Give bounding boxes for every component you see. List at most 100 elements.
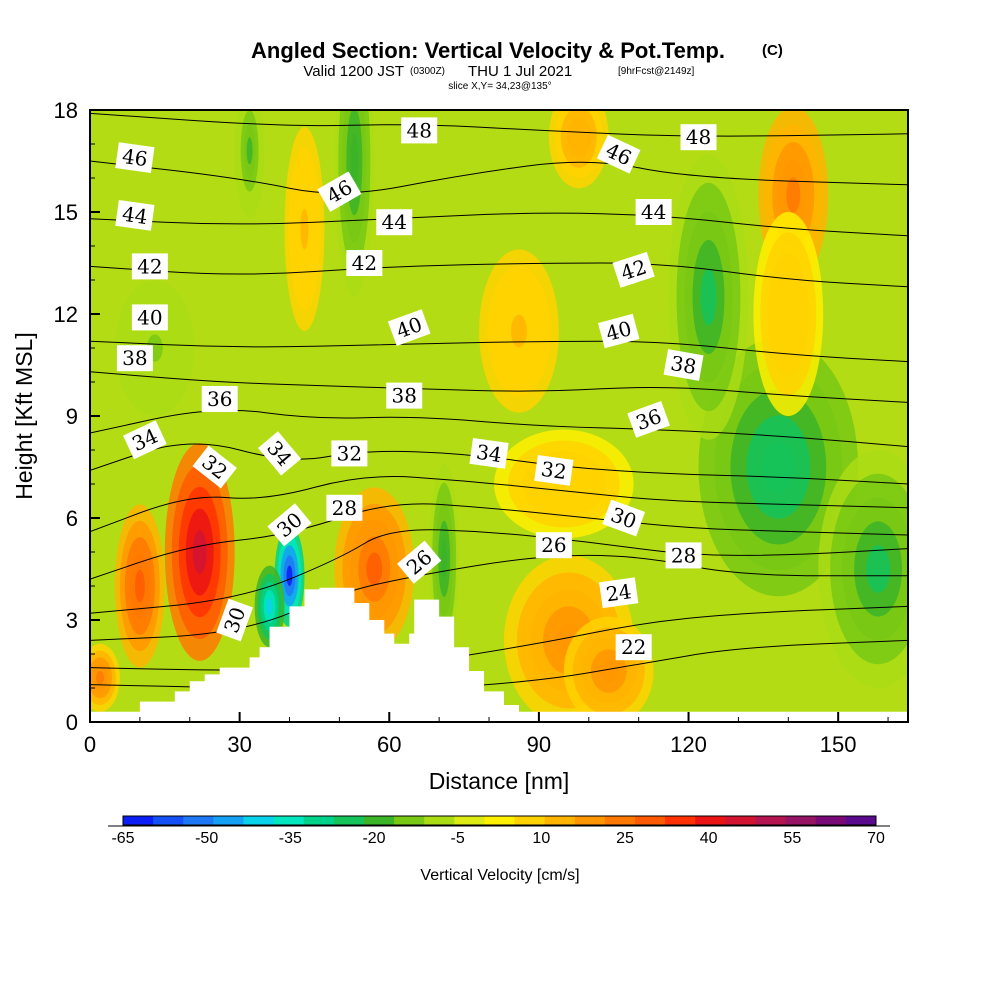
velocity-blob-1 — [114, 504, 165, 668]
velocity-cell — [286, 565, 293, 586]
theta-contour-46 — [90, 160, 908, 194]
colorbar-swatch — [394, 816, 425, 825]
velocity-blob-7 — [563, 616, 654, 722]
theta-label: 38 — [663, 349, 704, 381]
colorbar-swatch — [665, 816, 696, 825]
colorbar-swatch — [815, 816, 847, 825]
theta-label: 22 — [615, 634, 652, 661]
x-tick-label: 120 — [670, 732, 707, 757]
y-tick-label: 9 — [66, 404, 78, 429]
colorbar-swatch — [333, 816, 365, 825]
colorbar-tick-label: -50 — [195, 830, 218, 847]
velocity-cell — [95, 671, 104, 685]
colorbar-swatch — [273, 816, 305, 825]
theta-label: 38 — [116, 345, 153, 372]
colorbar-swatch — [484, 816, 516, 825]
x-axis-ticks: 0 30 60 90 120 150 — [84, 712, 889, 757]
colorbar-swatch — [213, 816, 244, 825]
x-tick-label: 60 — [377, 732, 401, 757]
x-tick-label: 0 — [84, 732, 96, 757]
theta-label: 28 — [326, 494, 363, 521]
velocity-cell — [366, 552, 383, 586]
colorbar-swatch — [785, 816, 817, 825]
theta-contour-30 — [90, 503, 908, 580]
theta-label-box — [534, 455, 574, 486]
velocity-cell — [441, 539, 448, 578]
velocity-cell — [266, 598, 273, 615]
theta-label-text: 26 — [541, 533, 566, 557]
theta-label-text: 28 — [332, 496, 357, 520]
velocity-cell — [134, 569, 145, 603]
theta-label-box — [596, 134, 641, 174]
theta-contour-28 — [90, 529, 908, 614]
colorbar-swatch — [424, 816, 455, 825]
theta-label-text: 32 — [337, 441, 362, 465]
theta-label-text: 40 — [137, 305, 162, 329]
velocity-cell — [246, 137, 253, 165]
theta-label: 44 — [376, 209, 413, 236]
colorbar-swatch — [755, 816, 787, 825]
theta-label-box — [635, 199, 672, 225]
colorbar-tick-label: 25 — [616, 830, 634, 847]
theta-contour-40 — [90, 340, 908, 363]
y-tick-label: 12 — [54, 302, 78, 327]
velocity-blob-15 — [284, 127, 325, 331]
theta-label-text: 42 — [352, 251, 377, 275]
theta-contours — [90, 112, 908, 691]
colorbar-tick-label: -20 — [362, 830, 385, 847]
colorbar-swatch — [303, 816, 335, 825]
theta-contour-44 — [90, 212, 908, 237]
theta-contour-42 — [90, 262, 908, 288]
theta-label: 24 — [599, 577, 639, 609]
theta-label: 44 — [635, 199, 672, 225]
colorbar-tick-label: 55 — [783, 830, 801, 847]
theta-label: 44 — [115, 200, 155, 231]
theta-contour-36 — [90, 409, 908, 448]
theta-label-box — [346, 250, 383, 276]
theta-label: 46 — [115, 142, 155, 173]
velocity-blob-20 — [90, 643, 120, 712]
theta-label-text: 38 — [122, 346, 147, 370]
colorbar-swatch — [123, 816, 154, 825]
velocity-blob-0 — [164, 443, 235, 661]
theta-label-box — [387, 309, 431, 346]
theta-label-box — [397, 540, 442, 584]
theta-label-box — [131, 304, 168, 331]
y-tick-label: 3 — [66, 608, 78, 633]
theta-label: 40 — [131, 304, 168, 331]
colorbar — [108, 815, 890, 827]
colorbar-frame — [122, 815, 877, 826]
velocity-cell — [300, 208, 309, 250]
theta-label: 48 — [401, 117, 438, 144]
colorbar-swatch — [514, 816, 546, 825]
theta-label-box — [627, 401, 670, 438]
theta-label: 28 — [665, 542, 702, 569]
slice-info: slice X,Y= 34,23@135° — [448, 81, 551, 92]
colorbar-tick-label: -65 — [111, 830, 134, 847]
velocity-blob-17 — [234, 110, 265, 219]
theta-label: 42 — [346, 250, 383, 276]
theta-label-text: 44 — [121, 202, 150, 229]
theta-label-text: 34 — [475, 440, 504, 467]
theta-label-box — [599, 577, 639, 609]
x-tick-label: 150 — [820, 732, 857, 757]
theta-label-box — [131, 253, 168, 280]
theta-contour-34 — [90, 443, 908, 485]
theta-label: 34 — [469, 438, 509, 469]
valid-time-d: [9hrFcst@2149z] — [618, 66, 695, 77]
colorbar-swatch — [695, 816, 726, 825]
y-tick-label: 6 — [66, 506, 78, 531]
theta-label-box — [665, 542, 702, 569]
colorbar-swatch — [243, 816, 275, 825]
theta-label: 38 — [386, 382, 423, 409]
colorbar-label: Vertical Velocity [cm/s] — [420, 867, 579, 884]
colorbar-swatch — [183, 816, 214, 825]
theta-label-box — [663, 349, 704, 381]
theta-label-box — [216, 598, 254, 642]
colorbar-swatch — [454, 816, 485, 825]
theta-label: 26 — [535, 532, 572, 559]
theta-label: 40 — [597, 313, 640, 349]
